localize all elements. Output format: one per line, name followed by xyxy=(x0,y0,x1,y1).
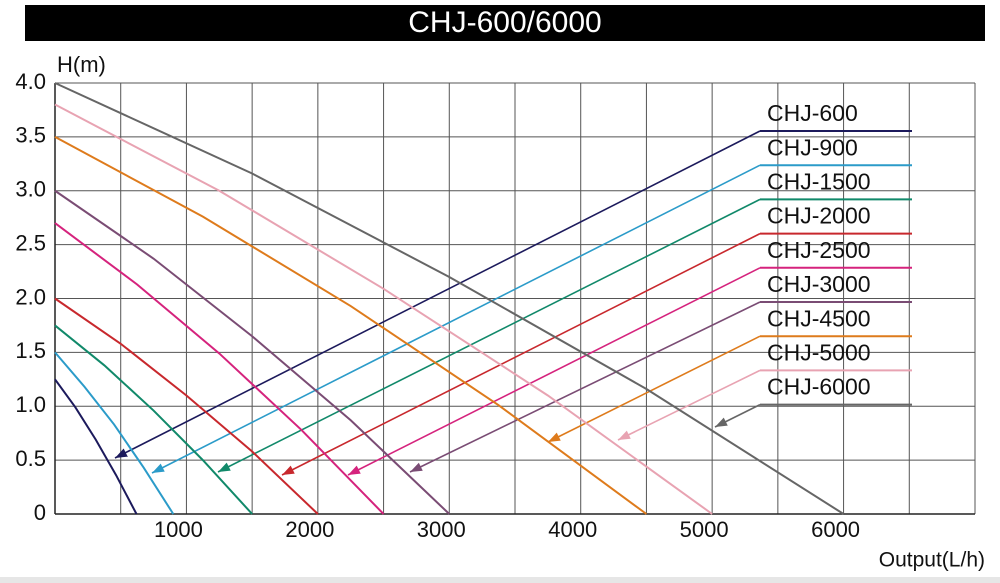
y-tick-label: 0 xyxy=(34,500,46,525)
y-axis-label: H(m) xyxy=(57,52,106,77)
series-line xyxy=(54,135,648,515)
y-tick-label: 2.0 xyxy=(15,284,46,309)
legend-arrow xyxy=(115,448,128,458)
y-tick-label: 0.5 xyxy=(15,446,46,471)
series-line xyxy=(54,378,138,515)
legend-label: CHJ-4500 xyxy=(767,305,871,331)
legend-leader xyxy=(547,335,761,443)
legend-leader xyxy=(217,198,761,473)
title-bar xyxy=(25,5,985,41)
legend-label: CHJ-600 xyxy=(767,100,858,126)
x-tick-label: 1000 xyxy=(154,517,203,542)
legend-arrow xyxy=(348,465,361,475)
y-tick-label: 1.0 xyxy=(15,392,46,417)
legend-leader xyxy=(281,232,761,476)
legend-leader xyxy=(114,130,761,459)
x-tick-label: 4000 xyxy=(548,517,597,542)
y-tick-label: 3.0 xyxy=(15,177,46,202)
legend-label: CHJ-2000 xyxy=(767,203,871,229)
x-tick-label: 2000 xyxy=(285,517,334,542)
series-line xyxy=(54,351,175,515)
legend-arrow xyxy=(548,432,561,442)
series-line xyxy=(54,222,385,515)
bottom-strip xyxy=(0,577,1000,583)
series-line xyxy=(54,297,319,515)
legend-leader xyxy=(151,164,761,474)
legend-arrow xyxy=(282,465,295,475)
y-tick-label: 3.5 xyxy=(15,123,46,148)
series-line xyxy=(54,189,450,515)
y-tick-label: 1.5 xyxy=(15,338,46,363)
x-tick-label: 3000 xyxy=(417,517,466,542)
x-tick-label: 6000 xyxy=(811,517,860,542)
legend-leader xyxy=(617,369,761,441)
series-line xyxy=(54,103,713,515)
legend-label: CHJ-900 xyxy=(767,134,858,160)
legend-label: CHJ-6000 xyxy=(767,374,871,400)
series-line xyxy=(54,324,253,515)
legend-leader xyxy=(409,301,761,473)
x-tick-label: 5000 xyxy=(680,517,729,542)
legend-leader xyxy=(347,267,761,476)
series-line xyxy=(54,82,845,515)
x-axis-label: Output(L/h) xyxy=(879,549,985,572)
y-tick-label: 2.5 xyxy=(15,230,46,255)
legend-arrow xyxy=(410,462,423,472)
legend-label: CHJ-2500 xyxy=(767,237,871,263)
legend-arrow xyxy=(218,462,231,472)
legend-label: CHJ-1500 xyxy=(767,168,871,194)
legend-arrow xyxy=(618,430,631,440)
legend-label: CHJ-3000 xyxy=(767,271,871,297)
legend-arrow xyxy=(152,463,165,473)
legend-arrow xyxy=(715,417,728,427)
chart-title: CHJ-600/6000 xyxy=(408,6,601,39)
y-tick-label: 4.0 xyxy=(15,69,46,94)
legend-label: CHJ-5000 xyxy=(767,339,871,365)
